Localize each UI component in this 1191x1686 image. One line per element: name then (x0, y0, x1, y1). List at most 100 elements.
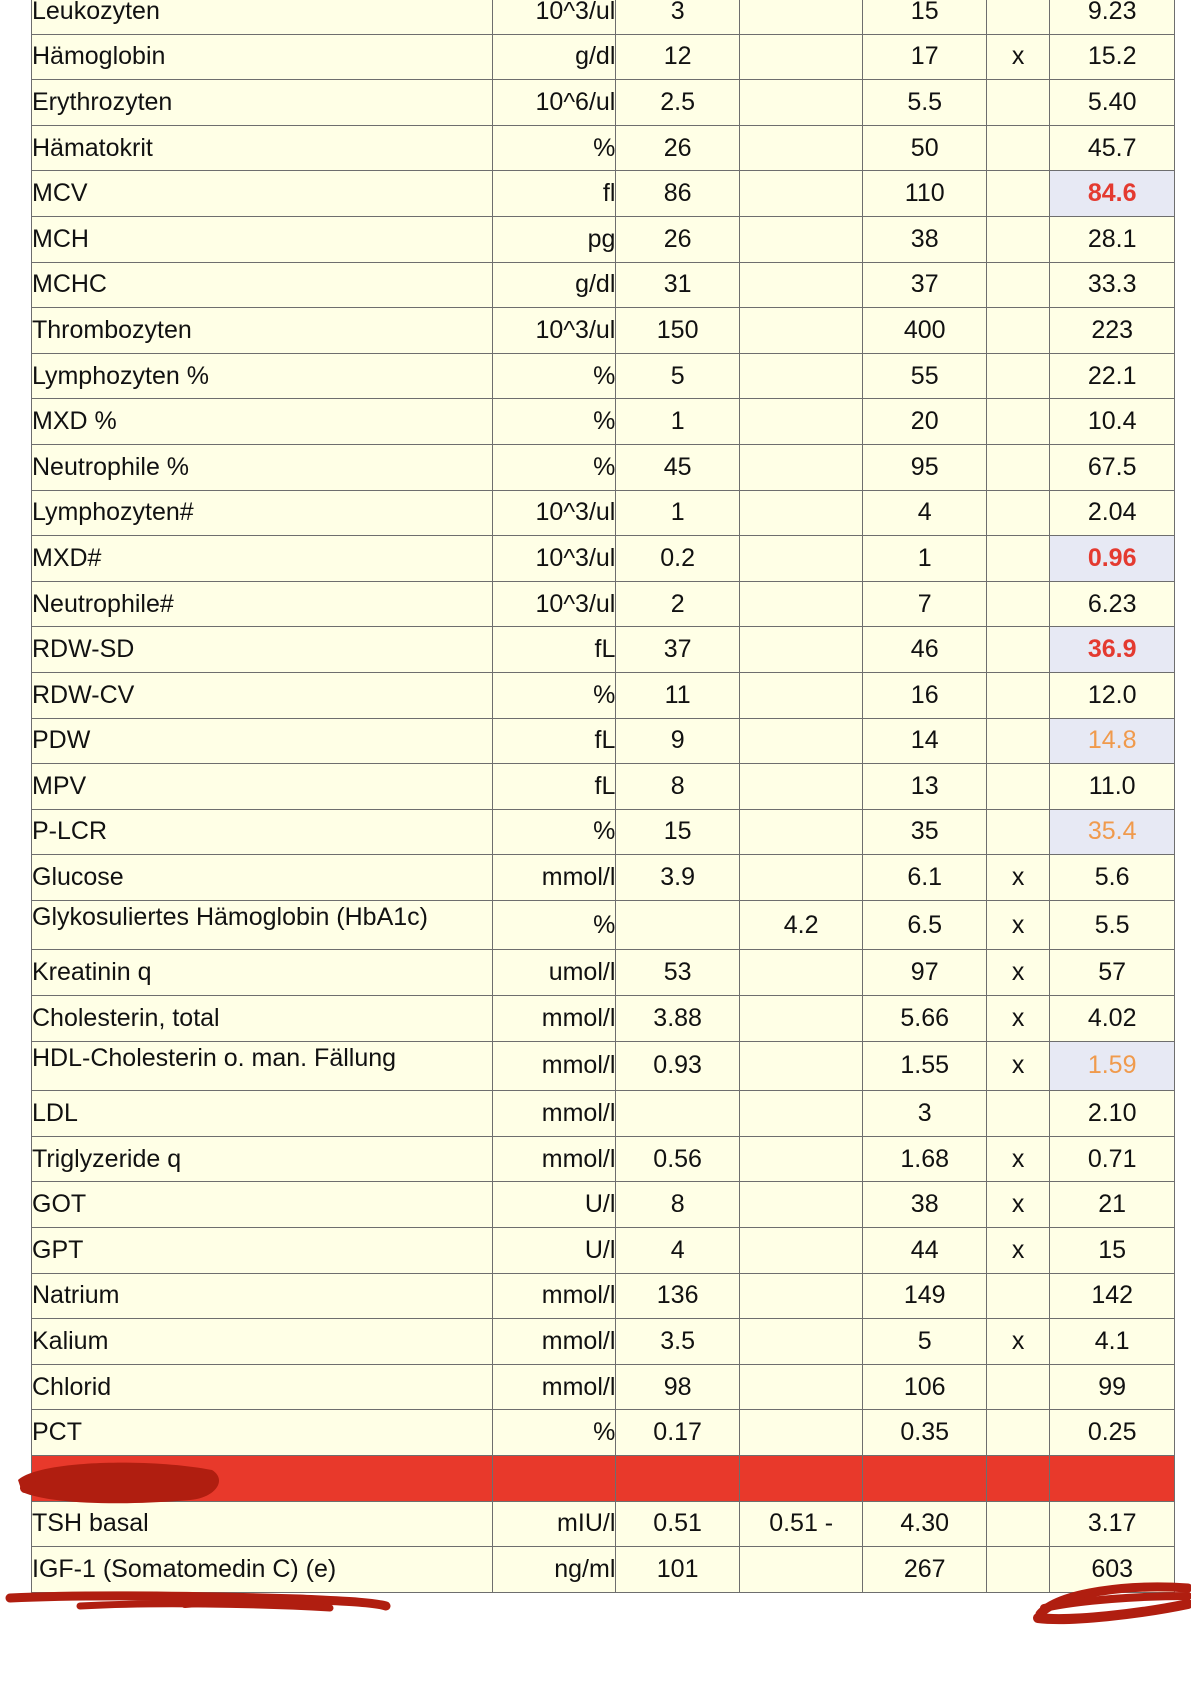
table-row: Neutrophile %% 45 95 67.5 (31, 443, 1175, 491)
reference-high-cell: 38 (862, 1181, 987, 1229)
unit-cell: mmol/l (491, 1135, 617, 1183)
reference-range-cell (738, 0, 864, 35)
unit-cell: 10^3/ul (491, 307, 617, 354)
unit-cell: fL (491, 626, 617, 673)
result-cell: 45.7 (1049, 124, 1175, 172)
unit-cell: 10^3/ul (491, 489, 617, 537)
reference-range-cell (738, 717, 864, 765)
table-row: GOT U/l 8 38 x 21 (31, 1181, 1175, 1229)
test-name-cell: Neutrophile# (31, 580, 493, 628)
unit-cell: % (491, 443, 617, 491)
table-row: Erythrozyten 10^6/ul 2.5 5.5 5.40 (31, 79, 1175, 126)
table-row: MCHC g/dl 31 37 33.3 (31, 261, 1175, 309)
reference-low-cell: 0.51 (615, 1500, 740, 1548)
test-name-cell: Natrium (31, 1272, 493, 1320)
reference-high-cell: 267 (862, 1546, 987, 1593)
test-name-cell: Triglyzeride q (31, 1135, 493, 1183)
reference-high-cell: 5.5 (862, 79, 987, 126)
unit-cell: ng/ml (491, 1546, 617, 1593)
result-cell: 15 (1049, 1227, 1175, 1274)
result-cell: 0.71 (1049, 1135, 1175, 1183)
reference-low-cell: 9 (615, 717, 740, 765)
flag-cell (985, 671, 1051, 719)
table-row: Thrombozyten 10^3/ul 150 400 223 (31, 307, 1175, 354)
table-row: Lymphozyten# 10^3/ul 1 4 2.04 (31, 489, 1175, 537)
flag-cell: x (985, 1181, 1051, 1229)
reference-high-cell: 95 (862, 443, 987, 491)
unit-cell: mmol/l (491, 1040, 617, 1092)
result-cell: 12.0 (1049, 671, 1175, 719)
result-cell: 3.17 (1049, 1500, 1175, 1548)
unit-cell: mmol/l (491, 1363, 617, 1411)
table-row: MXD %% 1 20 10.4 (31, 398, 1175, 445)
reference-low-cell (615, 1090, 740, 1137)
test-name-cell: Glucose (31, 854, 493, 901)
unit-cell: 10^3/ul (491, 0, 617, 35)
test-name-cell: MCHC (31, 261, 493, 309)
table-row: MCV fl 86 110 84.6 (31, 170, 1175, 217)
unit-cell: % (491, 671, 617, 719)
result-cell: 2.04 (1049, 489, 1175, 537)
result-cell: 5.40 (1049, 79, 1175, 126)
test-name-cell: Chlorid (31, 1363, 493, 1411)
reference-range-cell (738, 1227, 864, 1274)
test-name-cell: Kreatinin q (31, 949, 493, 997)
result-cell: 21 (1049, 1181, 1175, 1229)
table-row: RDW-SD fL 37 46 36.9 (31, 626, 1175, 673)
reference-high-cell: 4 (862, 489, 987, 537)
flag-cell (985, 808, 1051, 856)
reference-low-cell: 31 (615, 261, 740, 309)
flag-cell (985, 124, 1051, 172)
table-row: HDL-Cholesterin o. man. Fällung mmol/l 0.9… (31, 1040, 1175, 1092)
reference-range-cell (738, 261, 864, 309)
flag-cell (985, 1363, 1051, 1411)
reference-range-cell (738, 215, 864, 263)
reference-high-cell: 5 (862, 1318, 987, 1365)
test-name-cell: Lymphozyten % (31, 352, 493, 400)
reference-high-cell: 6.1 (862, 854, 987, 901)
reference-low-cell: 53 (615, 949, 740, 997)
reference-low-cell: 3.88 (615, 995, 740, 1042)
table-row: Kreatinin q umol/l 53 97 x 57 (31, 949, 1175, 997)
reference-high-cell: 400 (862, 307, 987, 354)
result-cell: 35.4 (1049, 808, 1175, 856)
reference-low-cell: 26 (615, 215, 740, 263)
result-cell: 0.25 (1049, 1409, 1175, 1456)
flag-cell (985, 1090, 1051, 1137)
reference-low-cell (615, 899, 740, 951)
test-name-cell: RDW-CV (31, 671, 493, 719)
reference-high-cell: 20 (862, 398, 987, 445)
result-cell: 14.8 (1049, 717, 1175, 765)
flag-cell (985, 261, 1051, 309)
reference-range-cell (738, 1272, 864, 1320)
reference-low-cell: 0.17 (615, 1409, 740, 1456)
result-cell: 28.1 (1049, 215, 1175, 263)
reference-high-cell: 55 (862, 352, 987, 400)
table-row: MXD# 10^3/ul 0.2 1 0.96 (31, 535, 1175, 582)
reference-high-cell: 38 (862, 215, 987, 263)
flag-cell (985, 307, 1051, 354)
flag-cell (985, 1272, 1051, 1320)
result-cell: 33.3 (1049, 261, 1175, 309)
test-name-cell: MXD# (31, 535, 493, 582)
test-name-cell: MXD % (31, 398, 493, 445)
unit-cell: mmol/l (491, 1318, 617, 1365)
table-row: Hämoglobin g/dl 12 17 x 15.2 (31, 33, 1175, 81)
reference-range-cell (738, 33, 864, 81)
test-name-cell: LDL (31, 1090, 493, 1137)
reference-range-cell (738, 535, 864, 582)
test-name-cell: GOT (31, 1181, 493, 1229)
flag-cell: x (985, 1318, 1051, 1365)
reference-range-cell (738, 1135, 864, 1183)
reference-range-cell (738, 170, 864, 217)
lab-results-table: Leukozyten 10^3/ul 3 15 9.23 Hämoglobin g/dl 12… (31, 0, 1175, 1593)
reference-low-cell: 86 (615, 170, 740, 217)
reference-low-cell: 0.93 (615, 1040, 740, 1092)
flag-cell (985, 1546, 1051, 1593)
unit-cell: % (491, 808, 617, 856)
reference-range-cell (738, 854, 864, 901)
unit-cell: % (491, 398, 617, 445)
reference-low-cell: 26 (615, 124, 740, 172)
table-row: TSH basal mIU/l 0.51 0.51 -4.30 3.17 (31, 1500, 1175, 1548)
table-row: PCT% 0.17 0.35 0.25 (31, 1409, 1175, 1456)
